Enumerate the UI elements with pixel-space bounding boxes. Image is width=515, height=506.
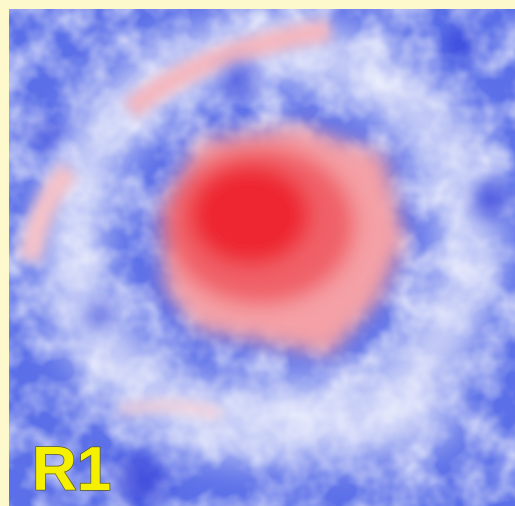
heatmap xyxy=(9,9,515,506)
page: R1 (() => { const data = JSON.parse(docu… xyxy=(0,0,515,506)
heatmap-figure: R1 xyxy=(0,0,515,506)
panel-label: R1 xyxy=(32,435,111,504)
